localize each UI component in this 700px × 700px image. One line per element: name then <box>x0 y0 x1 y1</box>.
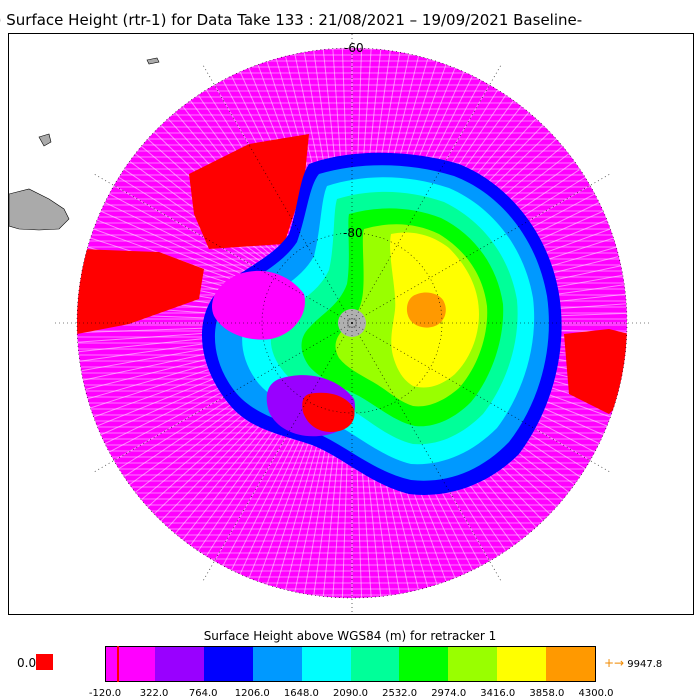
colorbar-segment <box>203 647 253 681</box>
colorbar-tick-label: 2090.0 <box>333 688 368 699</box>
colorbar-segment <box>497 647 547 681</box>
colorbar <box>105 646 596 682</box>
colorbar-tick-label: 4300.0 <box>578 688 614 699</box>
colorbar-tick-label: 3416.0 <box>480 688 516 699</box>
colorbar-ticks: -120.0 322.0 764.0 1206.0 1648.0 2090.0 2532.0… <box>0 688 700 700</box>
overflow-value: 9947.8 <box>627 659 663 670</box>
colorbar-segment <box>154 647 204 681</box>
south-america-landmass <box>9 57 160 231</box>
colorbar-tick-label: 322.0 <box>139 688 169 699</box>
colorbar-tick-label: 3858.0 <box>529 688 565 699</box>
colorbar-segment <box>399 647 449 681</box>
colorbar-segment <box>301 647 351 681</box>
colorbar-segment <box>350 647 400 681</box>
colorbar-title: Surface Height above WGS84 (m) for retra… <box>203 629 497 643</box>
colorbar-tick-label: -120.0 <box>88 688 122 699</box>
colorbar-zero-marker <box>117 646 119 682</box>
colorbar-tick-label: 764.0 <box>188 688 218 699</box>
antarctica-elevation <box>201 152 562 495</box>
colorbar-tick-label: 1648.0 <box>283 688 319 699</box>
antarctic-map: -60 -80 <box>9 34 652 614</box>
colorbar-tick-label: 2974.0 <box>431 688 467 699</box>
colorbar-segment <box>546 647 596 681</box>
graticule-label-60: -60 <box>344 41 364 55</box>
graticule <box>52 34 652 614</box>
colorbar-segment <box>106 647 155 681</box>
map-title: ll mode) Surface Height (rtr-1) for Data… <box>0 10 700 30</box>
overflow-label: +→ 9947.8 <box>604 656 662 670</box>
colorbar-segment <box>252 647 302 681</box>
colorbar-tick-label: 2532.0 <box>382 688 418 699</box>
map-panel: -60 -80 <box>8 33 694 615</box>
colorbar-tick-label: 1206.0 <box>234 688 270 699</box>
zero-value-swatch <box>36 654 53 670</box>
title-text: ll mode) Surface Height (rtr-1) for Data… <box>0 11 583 29</box>
zero-value-label: 0.0 <box>17 656 37 670</box>
overflow-arrow-icon: +→ <box>604 656 625 670</box>
graticule-label-80: -80 <box>343 226 363 240</box>
colorbar-segment <box>448 647 498 681</box>
